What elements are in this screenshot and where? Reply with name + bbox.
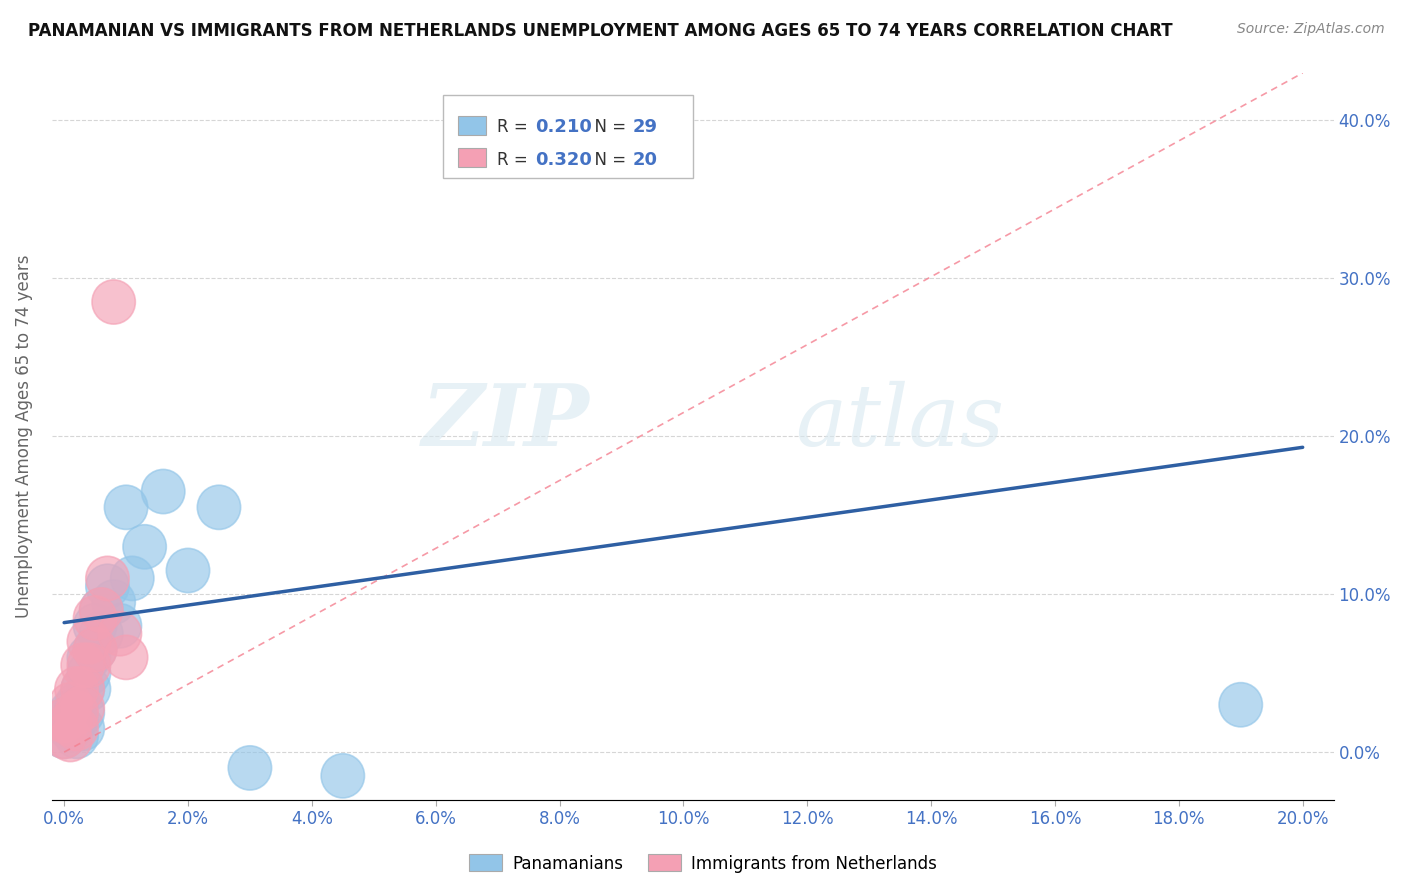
Ellipse shape: [55, 682, 98, 727]
Legend: Panamanians, Immigrants from Netherlands: Panamanians, Immigrants from Netherlands: [463, 847, 943, 880]
Ellipse shape: [166, 549, 209, 592]
Ellipse shape: [42, 698, 86, 743]
Ellipse shape: [60, 686, 104, 730]
Ellipse shape: [86, 564, 129, 608]
Ellipse shape: [80, 588, 122, 632]
Ellipse shape: [49, 682, 91, 727]
Ellipse shape: [42, 714, 86, 758]
Ellipse shape: [98, 612, 142, 656]
Ellipse shape: [73, 627, 117, 672]
Bar: [443, 95, 693, 178]
Text: 29: 29: [633, 119, 658, 136]
Ellipse shape: [98, 604, 142, 648]
Ellipse shape: [80, 612, 122, 656]
Ellipse shape: [67, 667, 111, 711]
Ellipse shape: [55, 690, 98, 735]
Ellipse shape: [73, 596, 117, 640]
Ellipse shape: [55, 714, 98, 758]
Ellipse shape: [55, 698, 98, 743]
Ellipse shape: [67, 651, 111, 695]
Bar: [458, 148, 486, 168]
Bar: [458, 116, 486, 135]
Ellipse shape: [73, 604, 117, 648]
Ellipse shape: [91, 580, 135, 624]
Ellipse shape: [60, 643, 104, 688]
Ellipse shape: [67, 619, 111, 664]
Text: 0.210: 0.210: [536, 119, 592, 136]
Ellipse shape: [73, 627, 117, 672]
Ellipse shape: [60, 667, 104, 711]
Ellipse shape: [91, 280, 135, 324]
Ellipse shape: [67, 643, 111, 688]
Ellipse shape: [42, 698, 86, 743]
Ellipse shape: [111, 557, 153, 600]
Text: Source: ZipAtlas.com: Source: ZipAtlas.com: [1237, 22, 1385, 37]
Text: R =: R =: [496, 119, 533, 136]
Text: 0.320: 0.320: [536, 151, 592, 169]
Text: N =: N =: [583, 151, 631, 169]
Text: 20: 20: [633, 151, 658, 169]
Ellipse shape: [197, 485, 240, 530]
Ellipse shape: [60, 667, 104, 711]
Ellipse shape: [49, 702, 91, 746]
Y-axis label: Unemployment Among Ages 65 to 74 years: Unemployment Among Ages 65 to 74 years: [15, 254, 32, 618]
Ellipse shape: [80, 588, 122, 632]
Ellipse shape: [104, 635, 148, 680]
Text: PANAMANIAN VS IMMIGRANTS FROM NETHERLANDS UNEMPLOYMENT AMONG AGES 65 TO 74 YEARS: PANAMANIAN VS IMMIGRANTS FROM NETHERLAND…: [28, 22, 1173, 40]
Text: R =: R =: [496, 151, 533, 169]
Ellipse shape: [55, 706, 98, 750]
Ellipse shape: [67, 635, 111, 680]
Ellipse shape: [55, 667, 98, 711]
Ellipse shape: [49, 690, 91, 735]
Ellipse shape: [104, 485, 148, 530]
Ellipse shape: [142, 469, 186, 514]
Text: atlas: atlas: [796, 380, 1004, 463]
Ellipse shape: [49, 706, 91, 750]
Text: N =: N =: [583, 119, 631, 136]
Ellipse shape: [60, 690, 104, 735]
Ellipse shape: [122, 524, 166, 569]
Ellipse shape: [86, 557, 129, 600]
Ellipse shape: [228, 746, 271, 790]
Text: ZIP: ZIP: [422, 380, 591, 464]
Ellipse shape: [60, 706, 104, 750]
Ellipse shape: [42, 714, 86, 758]
Ellipse shape: [1219, 682, 1263, 727]
Ellipse shape: [49, 717, 91, 762]
Ellipse shape: [321, 754, 364, 798]
